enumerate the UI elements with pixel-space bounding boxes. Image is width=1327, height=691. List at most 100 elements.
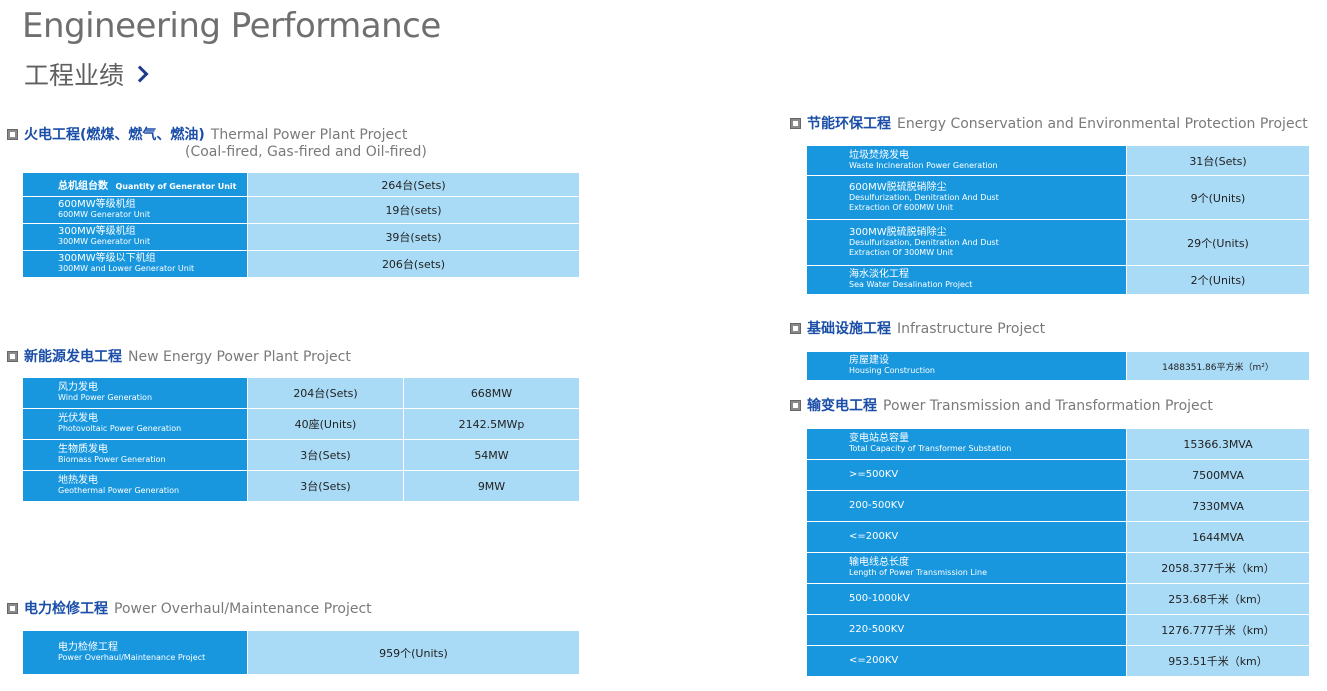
row-label-zh: 垃圾焚烧发电 <box>849 149 909 161</box>
newenergy-row-count: 204台(Sets) <box>247 377 404 409</box>
transmission-section: 输变电工程 Power Transmission and Transformat… <box>790 397 1213 415</box>
transmission-row-label: <=200KV <box>806 521 1127 553</box>
thermal-header-value: 264台(Sets) <box>247 172 580 197</box>
overhaul-section: 电力检修工程 Power Overhaul/Maintenance Projec… <box>7 600 372 618</box>
table-row: 总机组台数 Quantity of Generator Unit 264台(Se… <box>22 172 580 197</box>
transmission-row-label: 200-500KV <box>806 490 1127 522</box>
table-row: 地热发电 Geothermal Power Generation 3台(Sets… <box>22 470 580 502</box>
transmission-row-value: 15366.3MVA <box>1126 428 1310 460</box>
thermal-header-label: 总机组台数 Quantity of Generator Unit <box>22 172 248 197</box>
newenergy-row-label: 光伏发电 Photovoltaic Power Generation <box>22 408 248 440</box>
thermal-header-en: Quantity of Generator Unit <box>115 182 237 191</box>
energycons-row-label: 海水淡化工程 Sea Water Desalination Project <box>806 265 1127 295</box>
table-row: 海水淡化工程 Sea Water Desalination Project 2个… <box>806 265 1310 295</box>
row-label-en: Photovoltaic Power Generation <box>58 424 182 433</box>
newenergy-row-capacity: 2142.5MWp <box>403 408 580 440</box>
transmission-table: 变电站总容量 Total Capacity of Transformer Sub… <box>806 428 1310 677</box>
newenergy-row-label: 风力发电 Wind Power Generation <box>22 377 248 409</box>
row-label-zh: 光伏发电 <box>58 413 98 424</box>
thermal-section-icon <box>7 129 18 140</box>
row-label-zh: 300MW脱硫脱硝除尘 <box>849 226 947 238</box>
thermal-title-en: Thermal Power Plant Project <box>210 127 408 143</box>
row-label-zh: 600MW脱硫脱硝除尘 <box>849 181 947 193</box>
row-label-zh: 输电线总长度 <box>849 557 909 568</box>
energycons-row-value: 31台(Sets) <box>1126 145 1310 176</box>
row-label-zh: 变电站总容量 <box>849 433 909 444</box>
row-label-en: Waste Incineration Power Generation <box>849 160 998 170</box>
thermal-header-zh: 总机组台数 <box>58 181 108 192</box>
transmission-row-value: 953.51千米（km） <box>1126 645 1310 677</box>
row-label-en: Total Capacity of Transformer Substation <box>849 444 1012 453</box>
transmission-row-value: 1644MVA <box>1126 521 1310 553</box>
energycons-section: 节能环保工程 Energy Conservation and Environme… <box>790 115 1308 133</box>
page-title-zh-text: 工程业绩 <box>24 61 125 90</box>
row-label-zh: 风力发电 <box>58 382 98 393</box>
transmission-row-value: 7330MVA <box>1126 490 1310 522</box>
thermal-section: 火电工程(燃煤、燃气、燃油) Thermal Power Plant Proje… <box>7 126 587 160</box>
newenergy-title-en: New Energy Power Plant Project <box>128 349 351 365</box>
newenergy-heading: 新能源发电工程 New Energy Power Plant Project <box>7 348 351 366</box>
thermal-title-en-sub: (Coal-fired, Gas-fired and Oil-fired) <box>185 144 427 160</box>
table-row: 220-500KV 1276.777千米（km） <box>806 614 1310 646</box>
transmission-title-zh: 输变电工程 <box>807 398 877 414</box>
row-label-zh: 600MW等级机组 <box>58 199 136 210</box>
transmission-row-value: 1276.777千米（km） <box>1126 614 1310 646</box>
energycons-row-value: 9个(Units) <box>1126 175 1310 220</box>
row-label-en: 300MW Generator Unit <box>58 237 151 246</box>
infra-heading: 基础设施工程 Infrastructure Project <box>790 320 1045 338</box>
newenergy-row-count: 3台(Sets) <box>247 470 404 502</box>
thermal-table: 总机组台数 Quantity of Generator Unit 264台(Se… <box>22 172 580 278</box>
row-label-en: Power Overhaul/Maintenance Project <box>58 652 206 662</box>
row-label-en: Length of Power Transmission Line <box>849 568 988 577</box>
newenergy-section: 新能源发电工程 New Energy Power Plant Project <box>7 348 351 366</box>
infra-title-en: Infrastructure Project <box>897 321 1046 337</box>
row-label-en-line2: Extraction Of 600MW Unit <box>849 202 953 212</box>
transmission-row-value: 7500MVA <box>1126 459 1310 491</box>
energycons-heading: 节能环保工程 Energy Conservation and Environme… <box>790 115 1308 133</box>
infra-table: 房屋建设 Housing Construction 1488351.86平方米（… <box>806 351 1310 381</box>
thermal-row-value: 39台(sets) <box>247 223 580 251</box>
table-row: 光伏发电 Photovoltaic Power Generation 40座(U… <box>22 408 580 440</box>
row-label-en: Desulfurization, Denitration And Dust <box>849 192 999 202</box>
table-row: 300MW等级机组 300MW Generator Unit 39台(sets) <box>22 223 580 251</box>
table-row: 生物质发电 Biomass Power Generation 3台(Sets) … <box>22 439 580 471</box>
newenergy-section-icon <box>7 351 18 362</box>
table-row: <=200KV 953.51千米（km） <box>806 645 1310 677</box>
thermal-row-label: 300MW等级机组 300MW Generator Unit <box>22 223 248 251</box>
row-label-en: Biomass Power Generation <box>58 455 166 464</box>
transmission-row-label: 220-500KV <box>806 614 1127 646</box>
row-label-en-line2: Extraction Of 300MW Unit <box>849 247 953 257</box>
transmission-row-value: 2058.377千米（km） <box>1126 552 1310 584</box>
overhaul-row-label: 电力检修工程 Power Overhaul/Maintenance Projec… <box>22 630 248 675</box>
table-row: 房屋建设 Housing Construction 1488351.86平方米（… <box>806 351 1310 381</box>
row-label-zh: 300MW等级机组 <box>58 226 136 237</box>
overhaul-table: 电力检修工程 Power Overhaul/Maintenance Projec… <box>22 630 580 675</box>
table-row: 300MW等级以下机组 300MW and Lower Generator Un… <box>22 250 580 278</box>
infra-title-zh: 基础设施工程 <box>807 321 891 337</box>
infra-section: 基础设施工程 Infrastructure Project <box>790 320 1045 338</box>
newenergy-row-capacity: 54MW <box>403 439 580 471</box>
table-row: <=200KV 1644MVA <box>806 521 1310 553</box>
table-row: 风力发电 Wind Power Generation 204台(Sets) 66… <box>22 377 580 409</box>
row-label-zh: 300MW等级以下机组 <box>58 253 156 264</box>
transmission-row-value: 253.68千米（km） <box>1126 583 1310 615</box>
transmission-title-en: Power Transmission and Transformation Pr… <box>883 398 1213 414</box>
energycons-title-zh: 节能环保工程 <box>807 116 891 132</box>
thermal-title-zh: 火电工程(燃煤、燃气、燃油) <box>24 127 205 143</box>
transmission-heading: 输变电工程 Power Transmission and Transformat… <box>790 397 1213 415</box>
row-label-zh: 海水淡化工程 <box>849 269 909 280</box>
row-label-en: Desulfurization, Denitration And Dust <box>849 237 999 247</box>
overhaul-section-icon <box>7 603 18 614</box>
transmission-row-label: 输电线总长度 Length of Power Transmission Line <box>806 552 1127 584</box>
row-label-en: Housing Construction <box>849 366 935 375</box>
newenergy-table: 风力发电 Wind Power Generation 204台(Sets) 66… <box>22 377 580 502</box>
transmission-row-label: 变电站总容量 Total Capacity of Transformer Sub… <box>806 428 1127 460</box>
infra-section-icon <box>790 323 801 334</box>
newenergy-row-count: 40座(Units) <box>247 408 404 440</box>
energycons-row-label: 600MW脱硫脱硝除尘 Desulfurization, Denitration… <box>806 175 1127 220</box>
table-row: 电力检修工程 Power Overhaul/Maintenance Projec… <box>22 630 580 675</box>
transmission-row-label: <=200KV <box>806 645 1127 677</box>
transmission-row-label: 500-1000kV <box>806 583 1127 615</box>
row-label-zh: 200-500KV <box>849 500 905 511</box>
row-label-zh: 220-500KV <box>849 624 905 635</box>
